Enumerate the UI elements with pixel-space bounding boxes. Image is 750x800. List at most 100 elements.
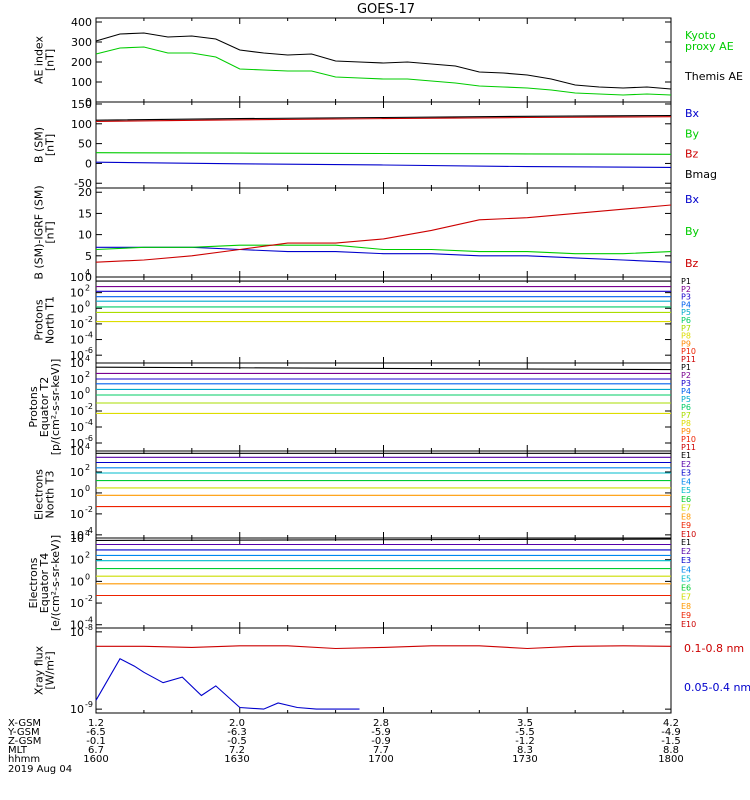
channel-label: E2 xyxy=(681,547,691,556)
panel-frame xyxy=(95,537,672,629)
channel-label: P9 xyxy=(681,339,691,348)
legend-label: Bx xyxy=(685,193,700,206)
footer-cell: 8.3 xyxy=(517,745,533,756)
y-tick-label: 10 xyxy=(70,334,84,347)
channel-label: P3 xyxy=(681,293,691,302)
channel-label: E3 xyxy=(681,556,691,565)
footer-cell: 1800 xyxy=(658,754,683,765)
footer-cell: 7.7 xyxy=(373,745,389,756)
y-tick-exponent: -8 xyxy=(85,623,93,632)
legend-label: Themis AE xyxy=(684,70,743,83)
y-tick-exponent: 2 xyxy=(85,370,90,379)
channel-label: E6 xyxy=(681,495,691,504)
channel-label: E4 xyxy=(681,477,691,486)
y-tick-exponent: -2 xyxy=(85,315,93,324)
y-axis-label: [nT] xyxy=(44,49,57,71)
y-tick-label: 150 xyxy=(71,98,92,111)
footer-cell: 1730 xyxy=(512,754,537,765)
channel-label: E8 xyxy=(681,602,691,611)
y-tick-exponent: -6 xyxy=(85,434,93,443)
footer-row-label: Z-GSM xyxy=(8,736,41,747)
y-axis-label: Equator T2 xyxy=(38,377,51,437)
y-tick-label: 100 xyxy=(71,76,92,89)
footer-cell: -5.5 xyxy=(515,727,535,738)
y-tick-label: 10 xyxy=(70,389,84,402)
y-tick-label: 10 xyxy=(70,271,84,284)
y-tick-label: 400 xyxy=(71,16,92,29)
footer-row-label: MLT xyxy=(8,745,28,756)
series-line-0-05-0-4-nm xyxy=(95,657,360,710)
footer-cell: 8.8 xyxy=(663,745,679,756)
y-tick-exponent: -4 xyxy=(85,331,93,340)
channel-label: E10 xyxy=(681,620,696,629)
y-tick-exponent: -2 xyxy=(85,505,93,514)
y-tick-label: 10 xyxy=(70,357,84,370)
legend-label: 0.05-0.4 nm xyxy=(684,681,750,694)
channel-label: P1 xyxy=(681,363,691,372)
y-tick-label: -50 xyxy=(74,177,92,190)
channel-label: E9 xyxy=(681,521,691,530)
footer-cell: 1600 xyxy=(83,754,108,765)
y-tick-label: 10 xyxy=(70,287,84,300)
legend-label: 0.1-0.8 nm xyxy=(684,642,744,655)
channel-label: P6 xyxy=(681,316,691,325)
channel-label: P1 xyxy=(681,277,691,286)
y-tick-label: 15 xyxy=(78,207,92,220)
y-tick-label: 10 xyxy=(78,229,92,242)
y-tick-label: 10 xyxy=(70,619,84,632)
y-tick-exponent: -4 xyxy=(85,616,93,625)
channel-label: E5 xyxy=(681,574,691,583)
footer-row-label: Y-GSM xyxy=(7,727,40,738)
y-tick-label: 0 xyxy=(85,157,92,170)
footer-row-label: X-GSM xyxy=(8,718,41,729)
legend-label: Kyoto xyxy=(685,29,716,42)
channel-label: E7 xyxy=(681,593,691,602)
y-tick-label: 10 xyxy=(70,554,84,567)
y-axis-label: Protons xyxy=(33,299,46,340)
y-tick-label: 0 xyxy=(85,271,92,284)
footer-cell: -6.3 xyxy=(227,727,247,738)
channel-label: E1 xyxy=(681,538,691,547)
y-tick-exponent: -2 xyxy=(85,402,93,411)
y-tick-label: 10 xyxy=(70,487,84,500)
legend-label: By xyxy=(685,225,700,238)
y-tick-exponent: 4 xyxy=(85,268,90,277)
y-tick-label: 10 xyxy=(70,349,84,362)
y-tick-label: 50 xyxy=(78,138,92,151)
y-tick-label: 10 xyxy=(70,597,84,610)
channel-label: P5 xyxy=(681,308,691,317)
footer-cell: 7.2 xyxy=(229,745,245,756)
footer-cell: -4.9 xyxy=(661,727,681,738)
y-axis-label: [nT] xyxy=(44,134,57,156)
y-tick-label: 300 xyxy=(71,36,92,49)
channel-label: E2 xyxy=(681,460,691,469)
footer-cell: -1.2 xyxy=(515,736,535,747)
footer-row-label: hhmm xyxy=(8,754,40,765)
series-line-themis-ae xyxy=(95,32,672,90)
footer-cell: -0.1 xyxy=(86,736,106,747)
y-tick-label: 10 xyxy=(70,626,84,639)
y-axis-label: [nT] xyxy=(44,221,57,243)
y-tick-label: 10 xyxy=(70,318,84,331)
y-tick-exponent: 0 xyxy=(85,386,90,395)
y-tick-label: 0 xyxy=(85,96,92,109)
series-line-bmag xyxy=(95,114,672,121)
y-axis-label: Electrons xyxy=(27,557,40,608)
channel-label: E1 xyxy=(681,451,691,460)
y-axis-label: [e/(cm²-s-sr-keV)] xyxy=(49,535,62,631)
footer-cell: 1.2 xyxy=(88,718,104,729)
legend-label: Bz xyxy=(685,257,699,270)
footer-cell: -0.5 xyxy=(227,736,247,747)
y-tick-exponent: 2 xyxy=(85,284,90,293)
series-line-bx xyxy=(95,161,672,168)
footer-cell: 2.0 xyxy=(229,718,245,729)
legend-label: Bz xyxy=(685,148,699,161)
channel-label: P2 xyxy=(681,285,691,294)
